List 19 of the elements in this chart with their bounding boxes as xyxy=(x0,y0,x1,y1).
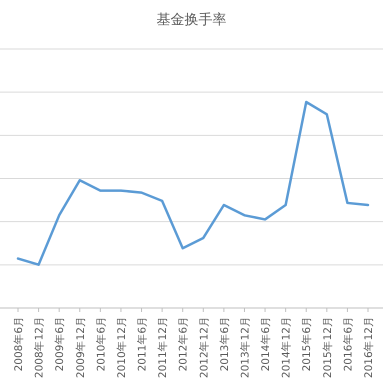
x-tick-label: 2009年12月 xyxy=(74,316,87,378)
chart-title: 基金换手率 xyxy=(156,12,226,28)
x-tick-label: 2011年6月 xyxy=(136,316,149,372)
x-tick-label: 2013年6月 xyxy=(218,316,231,372)
x-tick-label: 2008年12月 xyxy=(34,316,46,378)
x-tick-label: 2016年12月 xyxy=(363,316,375,378)
x-tick-label: 2009年6月 xyxy=(54,316,66,372)
x-tick-label: 2016年6月 xyxy=(342,316,354,372)
x-tick-label: 2008年6月 xyxy=(13,316,25,372)
x-tick-label: 2015年6月 xyxy=(301,316,314,372)
x-tick-label: 2010年6月 xyxy=(95,316,108,372)
x-tick-label: 2013年12月 xyxy=(239,316,252,378)
x-tick-label: 2014年6月 xyxy=(260,316,272,372)
x-tick-label: 2015年12月 xyxy=(322,316,334,378)
x-tick-label: 2014年12月 xyxy=(280,316,293,378)
x-tick-label: 2010年12月 xyxy=(116,316,128,378)
x-tick-label: 2012年6月 xyxy=(178,316,190,372)
x-tick-label: 2011年12月 xyxy=(157,316,170,378)
x-tick-label: 2012年12月 xyxy=(198,316,210,378)
